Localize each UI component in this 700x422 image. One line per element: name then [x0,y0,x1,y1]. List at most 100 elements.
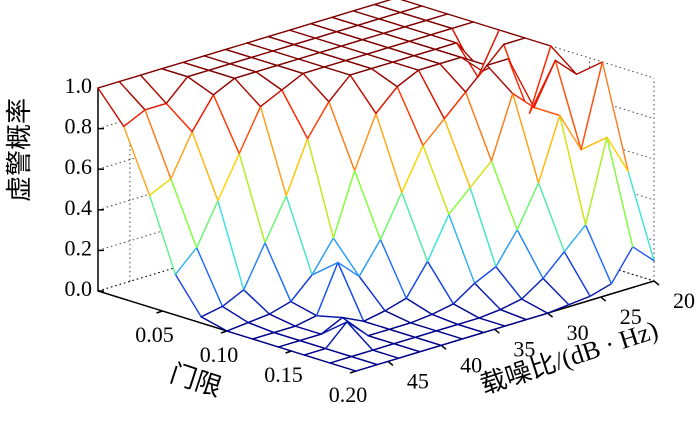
surface-cell [426,14,474,29]
mesh-edge [383,26,406,34]
mesh-edge [563,250,591,297]
mesh-edge [303,354,331,364]
mesh-edge [610,246,634,285]
mesh-edge [276,64,304,75]
surface-cell [436,324,484,339]
mesh-edge [272,43,295,52]
mesh-edge [200,316,228,332]
surface-cell [470,160,518,267]
mesh-edge [221,289,245,308]
surface-cell [405,20,453,35]
mesh-edge [443,118,471,189]
mesh-edge [405,297,433,316]
mesh-edge [344,59,373,70]
mesh-edge [302,66,326,75]
mesh-edge [331,10,355,18]
mesh-edge [273,325,297,334]
mesh-edge [123,109,146,128]
y-tick-label: 25 [620,304,642,329]
mesh-edge [546,303,570,314]
mesh-edge [580,136,608,151]
mesh-edge [299,333,322,342]
y-tick [600,296,607,302]
mesh-edge [350,355,378,366]
mesh-edge [396,86,424,147]
mesh-edge [314,31,338,39]
mesh-edge [388,328,417,338]
mesh-edge [285,195,313,276]
mesh-edge [363,320,391,330]
mesh-edge [161,68,189,78]
surface-cell [332,10,380,26]
mesh-edge [431,313,459,326]
surface-cell [248,314,296,333]
mesh-edge [601,61,629,173]
mesh-edge [354,169,382,241]
mesh-edge [367,328,391,337]
surface-cell [555,60,603,150]
mesh-edge [568,295,591,306]
surface-cell [409,34,457,50]
mesh-edge [208,69,236,79]
mesh-edge [246,42,274,52]
z-tick-label: 0.0 [65,276,93,301]
surface-cell [312,237,360,277]
mesh-edge [457,323,485,334]
surface-cell [581,62,629,172]
mesh-edge [370,61,394,70]
mesh-edge [550,45,578,76]
mesh-edge [293,37,317,46]
surface-cell [564,224,612,297]
mesh-edge [521,298,549,314]
mesh-edge [533,106,561,117]
mesh-edge [118,80,146,111]
mesh-edge [273,331,301,342]
mesh-edge [182,61,210,71]
mesh-edge [97,80,120,89]
surface-cell [294,38,342,53]
mesh-edge [461,331,485,340]
surface-cell [298,52,346,67]
mesh-edge [311,261,339,276]
surface-cell [304,348,352,363]
mesh-edge [606,136,634,248]
mesh-edge [118,74,142,83]
mesh-edge [319,45,342,54]
surface-cell [290,262,338,316]
z-tick-label: 0.6 [65,154,93,179]
mesh-edge [516,229,544,280]
mesh-edge [512,92,535,109]
surface-cell [372,343,420,359]
y-tick [547,312,554,318]
mesh-edge [186,76,215,96]
mesh-edge [554,59,582,151]
surface-cell [366,47,415,63]
mesh-edge [473,282,502,311]
mesh-edge [340,45,368,55]
mesh-edge [357,24,385,34]
mesh-edge [464,91,493,162]
mesh-edge [504,318,527,327]
surface-cell [362,33,410,48]
surface-cell [401,145,449,262]
surface-cell [325,321,373,357]
mesh-edge [414,330,438,338]
mesh-edge [346,321,369,337]
surface-cell [243,242,291,315]
surface-cell [376,86,424,193]
surface-cell [415,330,463,346]
mesh-edge [297,58,326,68]
mesh-edge [414,336,442,346]
mesh-edge [384,297,408,312]
mesh-edge [221,305,249,324]
x-tick-label: 0.20 [329,382,368,407]
surface-cell [512,93,560,183]
mesh-edge [392,55,415,63]
mesh-edge [584,136,608,226]
mesh-edge [379,238,408,299]
mesh-edge [435,323,459,332]
surface-cell [350,68,398,114]
mesh-edge [195,246,224,308]
mesh-edge [542,250,566,280]
mesh-edge [355,363,378,372]
